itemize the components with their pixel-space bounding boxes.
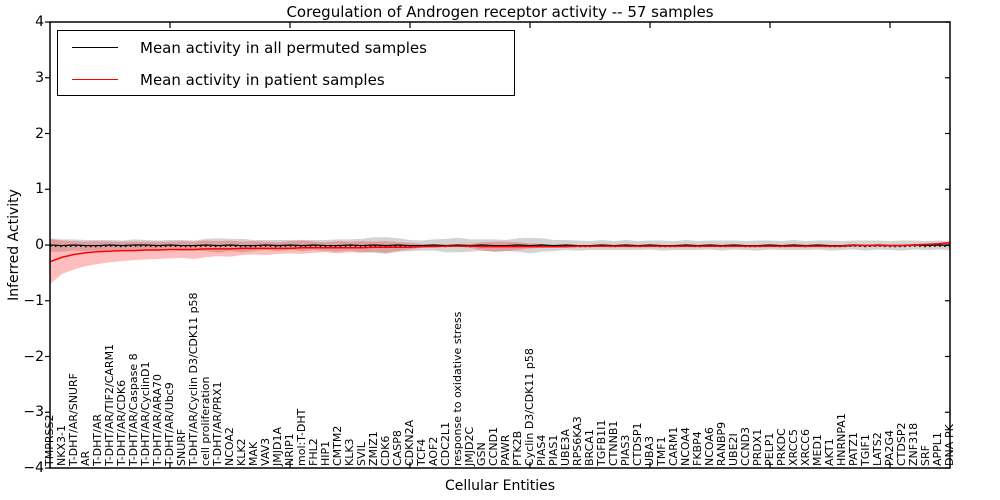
x-category-label: JMJD1A	[271, 427, 284, 466]
x-axis-label: Cellular Entities	[444, 478, 556, 494]
x-category-label: CDK6	[379, 435, 392, 466]
x-category-label: JMJD2C	[463, 426, 476, 466]
x-category-label: GSN	[475, 442, 488, 466]
x-category-label: cell proliferation	[199, 376, 212, 466]
x-category-label: KLK2	[235, 438, 248, 466]
x-category-label: AOF2	[427, 436, 440, 466]
permuted-line-swatch	[72, 47, 118, 48]
y-tick-label: 4	[35, 14, 44, 30]
x-category-label: T-DHT/AR/SNURF	[67, 373, 80, 466]
chart-title: Coregulation of Androgen receptor activi…	[286, 3, 714, 21]
x-category-label: NCOA4	[679, 427, 692, 466]
x-category-label: KLK3	[343, 438, 356, 466]
legend: Mean activity in all permuted samples Me…	[57, 30, 515, 96]
y-tick-label: −4	[23, 460, 44, 476]
x-category-label: CTDSP1	[631, 422, 644, 466]
x-category-label: PIAS4	[535, 434, 548, 466]
x-category-label: UBA3	[643, 435, 656, 466]
patient-line-swatch	[72, 79, 118, 80]
x-category-label: SNURF	[175, 428, 188, 466]
x-category-label: PTK2B	[511, 430, 524, 466]
legend-item-permuted: Mean activity in all permuted samples	[58, 32, 514, 63]
legend-label-patient: Mean activity in patient samples	[140, 70, 385, 89]
x-category-label: VAV3	[259, 437, 272, 466]
x-category-label: Cyclin D3/CDK11 p58	[523, 348, 536, 466]
x-category-label: HIP1	[319, 440, 332, 466]
permuted-mean-line	[49, 244, 951, 247]
x-category-label: UBE3A	[559, 428, 572, 466]
y-tick-label: −1	[23, 292, 44, 309]
x-category-label: FHL2	[307, 438, 320, 466]
legend-item-patient: Mean activity in patient samples	[58, 64, 514, 95]
x-category-label: T-DHT/AR/Ubc9	[163, 382, 176, 466]
x-category-label: CASP8	[391, 430, 404, 466]
x-category-label: CTNNB1	[607, 420, 620, 466]
legend-label-permuted: Mean activity in all permuted samples	[140, 38, 427, 57]
x-category-label: LATS2	[871, 432, 884, 466]
x-category-label: CDC2L1	[439, 422, 452, 466]
x-category-label: T-DHT/AR/ARA70	[151, 374, 164, 466]
x-category-label: TCF4	[415, 438, 428, 466]
x-category-label: PRDX1	[751, 428, 764, 466]
x-category-label: NRIP1	[283, 433, 296, 466]
x-category-label: AR	[79, 450, 92, 466]
x-category-label: HNRNPA1	[835, 413, 848, 466]
x-category-label: PRKDC	[775, 428, 788, 466]
x-category-label: MAK	[247, 441, 260, 466]
x-category-label: PIAS3	[619, 434, 632, 466]
x-category-label: T-DHT/AR	[91, 413, 104, 466]
x-category-label: XRCC6	[799, 429, 812, 466]
x-category-label: T-DHT/AR/TIF2/CARM1	[103, 343, 116, 466]
y-tick-label: 0	[35, 237, 44, 253]
x-category-label: CCND3	[739, 426, 752, 466]
x-category-label: CDKN2A	[403, 419, 416, 466]
y-tick-label: 1	[35, 181, 44, 198]
x-category-label: T-DHT/AR/Cyclin D3/CDK11 p58	[187, 292, 200, 466]
x-category-label: mol:T-DHT	[295, 408, 308, 466]
x-category-label: TMF1	[655, 436, 668, 466]
x-category-label: BRCA1	[583, 429, 596, 466]
x-category-label: PA2G4	[883, 430, 896, 466]
x-category-label: CCND1	[487, 426, 500, 466]
x-category-label: NCOA6	[703, 427, 716, 466]
x-category-label: NKX3-1	[55, 425, 68, 466]
x-category-label: T-DHT/AR/Caspase 8	[127, 353, 140, 466]
x-category-label: ZMIZ1	[367, 431, 380, 466]
y-tick-label: 3	[35, 69, 44, 86]
x-category-label: MED1	[811, 434, 824, 466]
x-category-label: ZNF318	[907, 422, 920, 466]
x-category-label: T-DHT/AR/PRX1	[211, 381, 224, 466]
x-category-label: TMPRSS2	[43, 414, 56, 466]
x-category-label: APPL1	[931, 432, 944, 466]
y-tick-label: −2	[23, 348, 44, 365]
y-tick-label: 2	[35, 125, 44, 142]
x-category-label: T-DHT/AR/CyclinD1	[139, 361, 152, 466]
patient-band	[50, 239, 950, 285]
x-category-label: XRCC5	[787, 429, 800, 466]
x-category-label: RANBP9	[715, 421, 728, 466]
x-category-label: T-DHT/AR/CDK6	[115, 379, 128, 466]
x-category-label: response to oxidative stress	[451, 311, 464, 466]
x-category-label: TGIF1	[859, 434, 872, 466]
x-category-label: NCOA2	[223, 427, 236, 466]
x-category-label: UBE2I	[727, 433, 740, 466]
x-category-label: PELP1	[763, 432, 776, 466]
y-tick-label: −3	[23, 404, 44, 421]
x-category-label: SVIL	[355, 442, 368, 466]
x-category-label: AKT1	[823, 438, 836, 466]
patient-mean-line	[49, 242, 951, 263]
x-category-label: CTDSP2	[895, 422, 908, 466]
x-category-label: DNA-PK	[943, 424, 956, 466]
x-category-label: PATZ1	[847, 432, 860, 466]
x-category-label: RPS6KA3	[571, 416, 584, 466]
x-category-label: CARM1	[667, 426, 680, 466]
x-category-label: TGFB1I1	[595, 419, 608, 466]
x-category-label: FKBP4	[691, 431, 704, 466]
x-category-label: PIAS1	[547, 434, 560, 466]
x-category-label: SRF	[919, 445, 932, 466]
x-category-label: PAWR	[499, 434, 512, 466]
x-category-label: CMTM2	[331, 425, 344, 466]
